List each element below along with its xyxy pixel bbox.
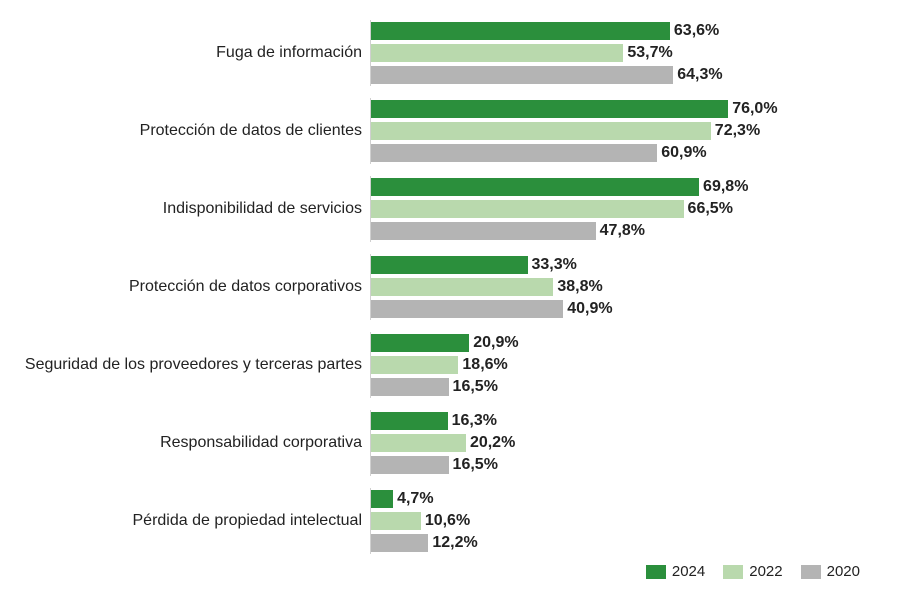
bar-value-label: 69,8% <box>703 178 748 196</box>
category-bars: 20,9% 18,6% 16,5% <box>370 332 870 398</box>
bar-y2020 <box>371 378 449 396</box>
bar-row: 69,8% <box>371 177 870 197</box>
bar-y2024 <box>371 100 728 118</box>
category-bars: 76,0% 72,3% 60,9% <box>370 98 870 164</box>
bar-value-label: 60,9% <box>661 144 706 162</box>
bar-row: 16,3% <box>371 411 870 431</box>
bar-row: 20,9% <box>371 333 870 353</box>
category-label: Indisponibilidad de servicios <box>10 176 370 242</box>
chart-body: Fuga de información 63,6%53,7% 64,3% Protec… <box>10 20 870 554</box>
bar-row: 38,8% <box>371 277 870 297</box>
bar-row: 10,6% <box>371 511 870 531</box>
bar-value-label: 63,6% <box>674 22 719 40</box>
bar-y2022 <box>371 122 711 140</box>
bar-y2020 <box>371 144 657 162</box>
bar-y2024 <box>371 490 393 508</box>
bar-row: 47,8% <box>371 221 870 241</box>
bar-value-label: 47,8% <box>600 222 645 240</box>
grouped-horizontal-bar-chart: Fuga de información 63,6%53,7% 64,3% Protec… <box>0 0 900 600</box>
category-group: Responsabilidad corporativa16,3%20,2%16,… <box>10 410 870 476</box>
bar-row: 12,2% <box>371 533 870 553</box>
bar-y2022 <box>371 356 458 374</box>
bar-y2024 <box>371 178 699 196</box>
bar-value-label: 76,0% <box>732 100 777 118</box>
bar-row: 72,3% <box>371 121 870 141</box>
category-label: Protección de datos de clientes <box>10 98 370 164</box>
legend-swatch <box>646 565 666 579</box>
bar-value-label: 4,7% <box>397 490 433 508</box>
bar-value-label: 53,7% <box>627 44 672 62</box>
bar-row: 33,3% <box>371 255 870 275</box>
bar-y2020 <box>371 66 673 84</box>
category-bars: 33,3% 38,8% 40,9% <box>370 254 870 320</box>
bar-value-label: 18,6% <box>462 356 507 374</box>
bar-y2024 <box>371 412 448 430</box>
bar-y2020 <box>371 456 449 474</box>
legend-label: 2022 <box>749 563 782 580</box>
legend-item: 2020 <box>801 563 860 580</box>
bar-row: 20,2% <box>371 433 870 453</box>
bar-y2024 <box>371 256 528 274</box>
bar-row: 64,3% <box>371 65 870 85</box>
bar-y2022 <box>371 278 553 296</box>
bar-row: 63,6% <box>371 21 870 41</box>
category-bars: 69,8% 66,5% 47,8% <box>370 176 870 242</box>
bar-value-label: 40,9% <box>567 300 612 318</box>
bar-value-label: 16,5% <box>453 456 498 474</box>
bar-value-label: 16,3% <box>452 412 497 430</box>
bar-row: 4,7% <box>371 489 870 509</box>
bar-row: 76,0% <box>371 99 870 119</box>
bar-row: 40,9% <box>371 299 870 319</box>
bar-row: 16,5% <box>371 377 870 397</box>
bar-value-label: 20,2% <box>470 434 515 452</box>
bar-row: 66,5% <box>371 199 870 219</box>
category-bars: 4,7% 10,6% 12,2% <box>370 488 870 554</box>
category-group: Protección de datos corporativos 33,3% 38,… <box>10 254 870 320</box>
legend-label: 2020 <box>827 563 860 580</box>
category-group: Seguridad de los proveedores y terceras … <box>10 332 870 398</box>
bar-row: 60,9% <box>371 143 870 163</box>
bar-value-label: 16,5% <box>453 378 498 396</box>
legend-swatch <box>801 565 821 579</box>
bar-value-label: 20,9% <box>473 334 518 352</box>
category-bars: 16,3% 20,2% 16,5% <box>370 410 870 476</box>
bar-row: 16,5% <box>371 455 870 475</box>
bar-y2022 <box>371 434 466 452</box>
bar-y2022 <box>371 44 623 62</box>
bar-value-label: 12,2% <box>432 534 477 552</box>
bar-y2024 <box>371 22 670 40</box>
category-group: Fuga de información 63,6%53,7% 64,3% <box>10 20 870 86</box>
bar-y2024 <box>371 334 469 352</box>
bar-y2020 <box>371 222 596 240</box>
bar-value-label: 72,3% <box>715 122 760 140</box>
bar-y2020 <box>371 534 428 552</box>
category-label: Fuga de información <box>10 20 370 86</box>
category-label: Responsabilidad corporativa <box>10 410 370 476</box>
bar-y2022 <box>371 200 684 218</box>
bar-value-label: 66,5% <box>688 200 733 218</box>
bar-value-label: 33,3% <box>532 256 577 274</box>
legend: 2024 2022 2020 <box>646 563 860 580</box>
bar-y2020 <box>371 300 563 318</box>
bar-value-label: 64,3% <box>677 66 722 84</box>
bar-value-label: 38,8% <box>557 278 602 296</box>
legend-item: 2024 <box>646 563 705 580</box>
category-group: Indisponibilidad de servicios 69,8% 66,5% 4… <box>10 176 870 242</box>
bar-value-label: 10,6% <box>425 512 470 530</box>
category-label: Pérdida de propiedad intelectual <box>10 488 370 554</box>
category-group: Protección de datos de clientes 76,0% 72,3… <box>10 98 870 164</box>
bar-row: 53,7% <box>371 43 870 63</box>
category-label: Protección de datos corporativos <box>10 254 370 320</box>
bar-row: 18,6% <box>371 355 870 375</box>
legend-item: 2022 <box>723 563 782 580</box>
legend-swatch <box>723 565 743 579</box>
legend-label: 2024 <box>672 563 705 580</box>
category-label: Seguridad de los proveedores y terceras … <box>10 332 370 398</box>
category-group: Pérdida de propiedad intelectual 4,7% 10,6… <box>10 488 870 554</box>
bar-y2022 <box>371 512 421 530</box>
category-bars: 63,6%53,7% 64,3% <box>370 20 870 86</box>
